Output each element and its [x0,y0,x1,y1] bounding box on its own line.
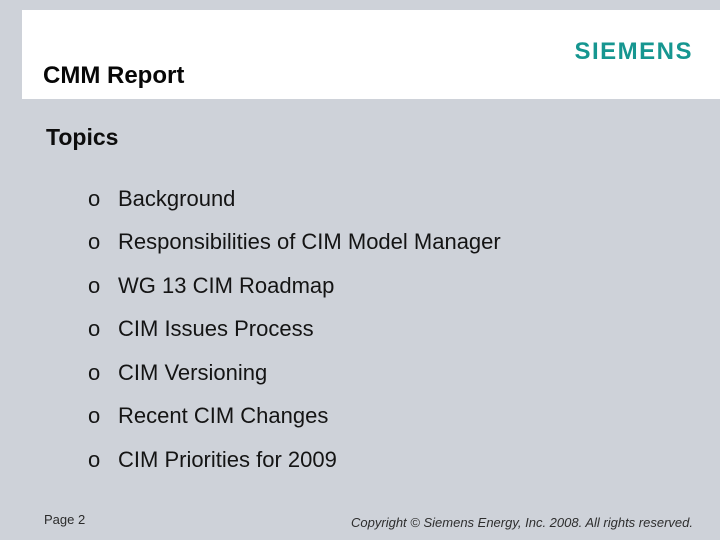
topic-item: o WG 13 CIM Roadmap [88,264,688,308]
bullet-glyph: o [88,403,101,429]
header-panel: CMM Report SIEMENS [22,10,720,99]
topic-label: CIM Versioning [118,359,268,385]
bullet-glyph: o [88,316,101,342]
slide-title: CMM Report [43,62,185,89]
bullet-glyph: o [88,446,101,472]
topic-label: CIM Priorities for 2009 [118,446,337,472]
topic-item: o Responsibilities of CIM Model Manager [88,221,688,265]
topic-label: Responsibilities of CIM Model Manager [118,229,501,255]
topics-list: o Background o Responsibilities of CIM Mode… [88,177,688,482]
siemens-logo: SIEMENS [574,38,693,65]
page-number: Page 2 [44,512,86,527]
topic-item: o Recent CIM Changes [88,395,688,439]
bullet-glyph: o [88,272,101,298]
topic-label: Recent CIM Changes [118,403,329,429]
topics-heading: Topics [46,124,119,150]
topic-item: o CIM Issues Process [88,308,688,352]
topic-item: o CIM Priorities for 2009 [88,438,688,482]
topic-label: CIM Issues Process [118,316,314,342]
bullet-glyph: o [88,229,101,255]
topic-label: Background [118,185,236,211]
topic-item: o CIM Versioning [88,351,688,395]
topic-item: o Background [88,177,688,221]
topic-label: WG 13 CIM Roadmap [118,272,335,298]
bullet-glyph: o [88,185,101,211]
copyright-note: Copyright © Siemens Energy, Inc. 2008. A… [351,515,693,530]
bullet-glyph: o [88,359,101,385]
